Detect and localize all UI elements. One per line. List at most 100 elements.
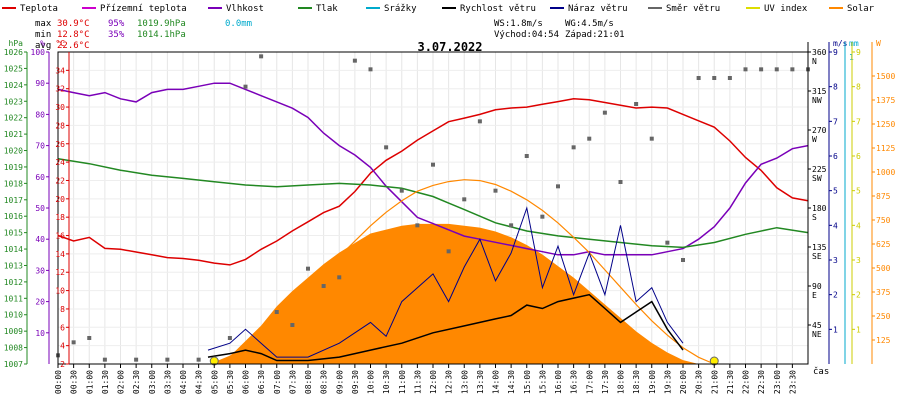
x-tick-label: 04:30	[195, 370, 204, 394]
dir-dir-label: SE	[812, 252, 822, 261]
uv-tick-label: 8	[856, 83, 861, 92]
wind-dir-point	[368, 67, 373, 72]
stats-max-temp: 30.9°C	[57, 19, 90, 29]
uv-tick-label: 4	[856, 221, 861, 230]
series-solar	[210, 179, 715, 365]
x-tick-label: 01:00	[85, 370, 94, 394]
wind-dir-point	[462, 197, 467, 202]
ms-tick-label: 3	[833, 256, 838, 265]
w-tick-label: 1375	[876, 96, 895, 105]
dir-dir-label: E	[812, 291, 817, 300]
hpa-tick-label: 1018	[4, 179, 23, 188]
dir-dir-label: SW	[812, 174, 822, 183]
legend-label: Náraz větru	[568, 4, 628, 14]
x-tick-label: 06:30	[257, 370, 266, 394]
x-tick-label: 22:30	[757, 370, 766, 394]
stats-block: max 30.9°C 95% 1019.9hPa 0.0mm min 12.8°…	[35, 19, 625, 51]
wind-dir-point	[712, 76, 717, 80]
celsius-tick-label: 4	[60, 342, 65, 351]
dir-tick-label: 315	[812, 87, 827, 96]
legend-label: Přízemní teplota	[100, 4, 187, 14]
wind-dir-point	[431, 162, 435, 167]
x-tick-label: 05:30	[226, 370, 235, 394]
uv-tick-label: 9	[856, 48, 861, 57]
wind-dir-point	[493, 188, 498, 193]
wind-dir-point	[321, 284, 326, 288]
wind-dir-point	[634, 102, 639, 106]
x-tick-label: 23:30	[788, 370, 797, 394]
wind-dir-point	[446, 249, 451, 254]
x-tick-label: 13:30	[476, 370, 485, 394]
wind-dir-point	[649, 136, 654, 141]
hpa-tick-label: 1019	[4, 163, 23, 172]
x-tick-label: 07:00	[273, 370, 282, 394]
stats-sunrise: Východ:04:54	[494, 30, 559, 40]
stats-avg-label: avg	[35, 41, 51, 51]
x-tick-label: 13:00	[460, 370, 469, 394]
wind-dir-point	[681, 258, 685, 262]
celsius-tick-label: 26	[55, 140, 65, 149]
stats-avg-temp: 22.6°C	[57, 41, 90, 51]
wind-dir-point	[556, 184, 560, 189]
hpa-tick-label: 1020	[4, 147, 23, 156]
x-tick-label: 19:00	[648, 370, 657, 394]
uv-tick-label: 7	[856, 117, 861, 126]
ms-tick-label: 2	[833, 291, 838, 300]
pct-axis-title: %	[40, 39, 45, 48]
wind-speed-line	[207, 293, 684, 362]
chart-title: 3.07.2022	[417, 40, 482, 54]
w-tick-label: 1250	[876, 120, 895, 129]
stats-min-temp: 12.8°C	[57, 30, 90, 40]
x-tick-label: 07:30	[288, 370, 297, 394]
x-tick-label: 06:00	[242, 370, 251, 394]
series-vlhkost	[57, 82, 809, 256]
legend-label: Směr větru	[666, 4, 720, 14]
x-tick-label: 16:30	[570, 370, 579, 394]
wind-dir-point	[524, 154, 529, 158]
pct-tick-label: 60	[35, 173, 45, 182]
pct-tick-label: 30	[35, 266, 45, 275]
celsius-tick-label: 30	[55, 103, 65, 112]
axes: 00:00 00:30 01:00 01:30 02:00 02:30 03:00 03:30…	[4, 39, 896, 394]
w-axis-title: W	[876, 39, 881, 48]
stats-max-press: 1019.9hPa	[137, 19, 186, 29]
hpa-tick-label: 1013	[4, 261, 23, 270]
hpa-tick-label: 1017	[4, 196, 23, 205]
wind-dir-point	[227, 336, 232, 340]
pct-tick-label: 20	[35, 298, 45, 307]
dir-tick-label: 360	[812, 48, 827, 57]
ms-tick-label: 9	[833, 48, 838, 57]
x-tick-label: 14:00	[492, 370, 501, 394]
wind-dir-point	[774, 67, 779, 72]
wind-dir-point	[243, 84, 248, 89]
x-tick-label: 20:00	[679, 370, 688, 394]
pct-tick-label: 40	[35, 235, 45, 244]
hpa-tick-label: 1009	[4, 327, 23, 336]
hpa-tick-label: 1026	[4, 48, 23, 57]
w-tick-label: 1500	[876, 72, 895, 81]
hpa-tick-label: 1015	[4, 229, 23, 238]
wind-dir-point	[790, 67, 795, 72]
x-tick-label: 22:00	[742, 370, 751, 394]
wind-dir-point	[384, 145, 389, 150]
w-tick-label: 500	[876, 264, 891, 273]
wind-dir-point	[71, 340, 76, 345]
celsius-tick-label: 8	[60, 305, 65, 314]
hpa-tick-label: 1021	[4, 130, 23, 139]
wind-dir-point	[399, 188, 404, 193]
wind-dir-point	[602, 110, 607, 115]
ms-axis-title: m/s	[833, 39, 848, 48]
x-tick-label: 18:00	[617, 370, 626, 394]
x-tick-label: 03:30	[163, 370, 172, 394]
wind-dir-point	[540, 214, 545, 219]
hpa-tick-label: 1011	[4, 294, 23, 303]
x-tick-label: 19:30	[663, 370, 672, 394]
x-tick-label: 20:30	[695, 370, 704, 394]
stats-ws: WS:1.8m/s	[494, 19, 543, 29]
uv-tick-label: 5	[856, 187, 861, 196]
x-tick-label: 02:00	[117, 370, 126, 394]
celsius-tick-label: 32	[55, 85, 65, 94]
celsius-tick-label: 14	[55, 250, 65, 259]
celsius-tick-label: 24	[55, 158, 65, 167]
ms-tick-label: 6	[833, 152, 838, 161]
